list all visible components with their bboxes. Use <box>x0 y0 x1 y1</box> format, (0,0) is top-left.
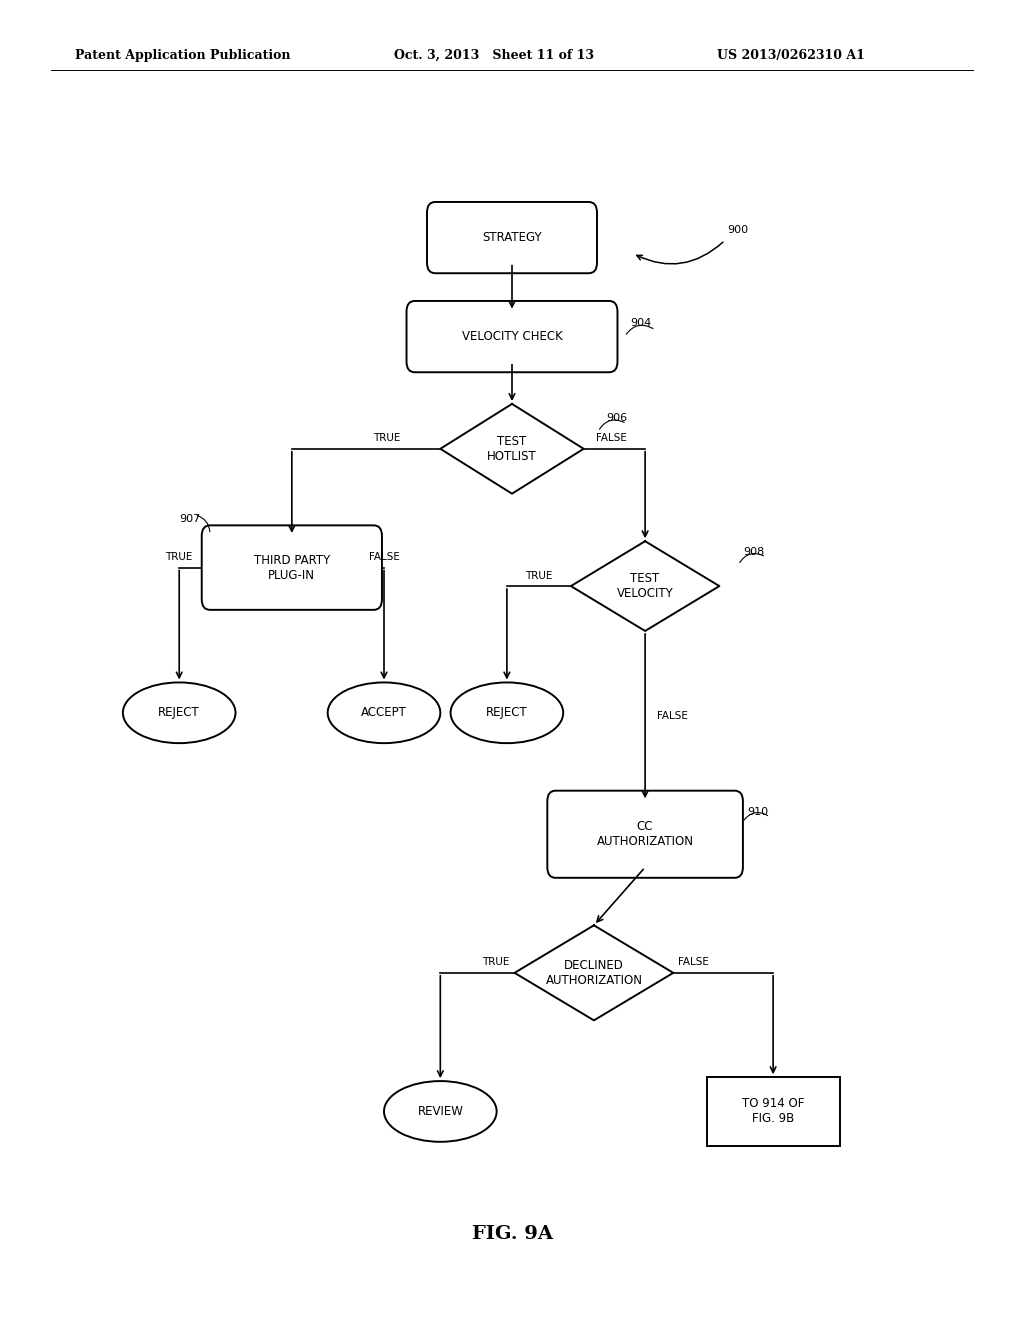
Text: FALSE: FALSE <box>596 433 627 444</box>
Text: THIRD PARTY
PLUG-IN: THIRD PARTY PLUG-IN <box>254 553 330 582</box>
Text: DECLINED
AUTHORIZATION: DECLINED AUTHORIZATION <box>546 958 642 987</box>
Text: TEST
HOTLIST: TEST HOTLIST <box>487 434 537 463</box>
Ellipse shape <box>328 682 440 743</box>
Ellipse shape <box>451 682 563 743</box>
Text: 900: 900 <box>727 224 749 235</box>
Text: Oct. 3, 2013   Sheet 11 of 13: Oct. 3, 2013 Sheet 11 of 13 <box>394 49 594 62</box>
FancyBboxPatch shape <box>202 525 382 610</box>
Ellipse shape <box>384 1081 497 1142</box>
Ellipse shape <box>123 682 236 743</box>
Text: Patent Application Publication: Patent Application Publication <box>75 49 290 62</box>
Text: 906: 906 <box>606 413 628 424</box>
Polygon shape <box>571 541 719 631</box>
Text: 908: 908 <box>743 546 765 557</box>
Text: VELOCITY CHECK: VELOCITY CHECK <box>462 330 562 343</box>
Text: TRUE: TRUE <box>166 552 193 562</box>
Text: TRUE: TRUE <box>525 570 553 581</box>
FancyBboxPatch shape <box>547 791 743 878</box>
Text: 907: 907 <box>179 513 201 524</box>
Polygon shape <box>440 404 584 494</box>
Text: ACCEPT: ACCEPT <box>361 706 407 719</box>
Text: FALSE: FALSE <box>657 711 688 721</box>
Bar <box>707 1077 840 1146</box>
Text: FALSE: FALSE <box>369 552 399 562</box>
FancyBboxPatch shape <box>427 202 597 273</box>
Text: 904: 904 <box>630 318 651 329</box>
Text: REJECT: REJECT <box>159 706 200 719</box>
Text: FIG. 9A: FIG. 9A <box>471 1225 553 1243</box>
Text: TRUE: TRUE <box>482 957 509 968</box>
FancyBboxPatch shape <box>407 301 617 372</box>
Text: FALSE: FALSE <box>678 957 710 968</box>
Text: TRUE: TRUE <box>373 433 400 444</box>
Text: TEST
VELOCITY: TEST VELOCITY <box>616 572 674 601</box>
Text: TO 914 OF
FIG. 9B: TO 914 OF FIG. 9B <box>742 1097 804 1126</box>
Text: 910: 910 <box>748 807 769 817</box>
Text: US 2013/0262310 A1: US 2013/0262310 A1 <box>717 49 864 62</box>
Text: REVIEW: REVIEW <box>418 1105 463 1118</box>
Text: REJECT: REJECT <box>486 706 527 719</box>
Polygon shape <box>514 925 674 1020</box>
Text: CC
AUTHORIZATION: CC AUTHORIZATION <box>597 820 693 849</box>
Text: STRATEGY: STRATEGY <box>482 231 542 244</box>
